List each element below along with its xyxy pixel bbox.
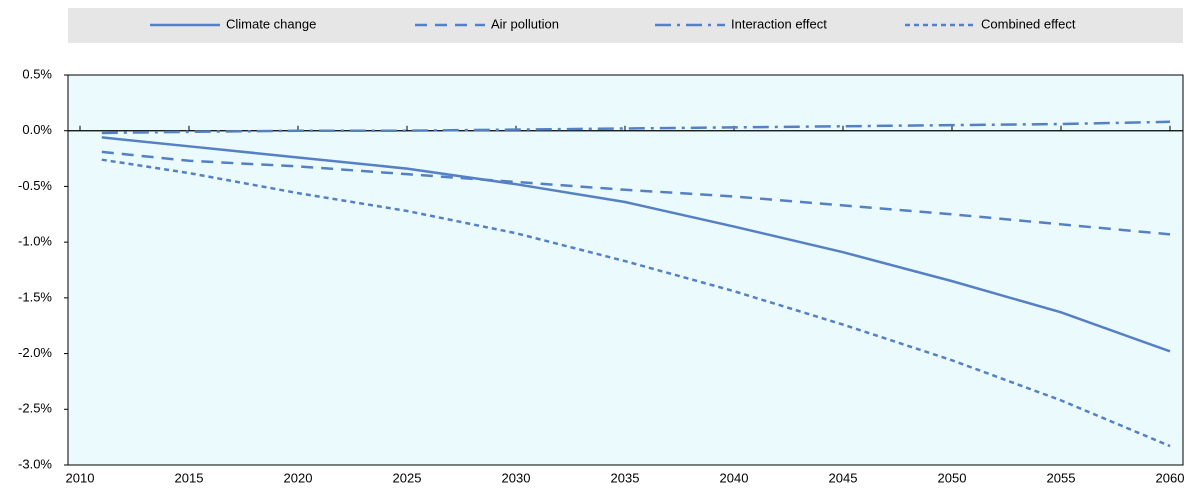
legend-label: Interaction effect	[731, 16, 827, 31]
y-tick-label: -3.0%	[18, 456, 52, 471]
x-tick-label: 2040	[720, 470, 749, 485]
series-line	[101, 136, 1171, 353]
x-tick-label: 2035	[611, 470, 640, 485]
x-tick-label: 2060	[1156, 470, 1185, 485]
x-tick-label: 2020	[284, 470, 313, 485]
x-tick-label: 2010	[66, 470, 95, 485]
y-tick-label: -1.0%	[18, 234, 52, 249]
y-tick-label: -2.5%	[18, 401, 52, 416]
x-tick-label: 2055	[1047, 470, 1076, 485]
y-tick-label: 0.0%	[22, 122, 52, 137]
plot-area	[67, 74, 1184, 466]
y-tick-label: 0.5%	[22, 66, 52, 81]
x-tick-label: 2050	[938, 470, 967, 485]
legend-label: Air pollution	[491, 16, 559, 31]
series-line	[101, 120, 1171, 135]
legend-label: Combined effect	[981, 16, 1076, 31]
series-line	[101, 150, 1171, 236]
x-tick-label: 2045	[829, 470, 858, 485]
legend-background	[68, 8, 1183, 43]
x-tick-label: 2015	[175, 470, 204, 485]
y-tick-label: -2.0%	[18, 345, 52, 360]
legend-label: Climate change	[226, 16, 316, 31]
y-tick-label: -0.5%	[18, 178, 52, 193]
y-tick-label: -1.5%	[18, 289, 52, 304]
x-tick-label: 2025	[393, 470, 422, 485]
series-line	[101, 158, 1171, 448]
x-tick-label: 2030	[502, 470, 531, 485]
